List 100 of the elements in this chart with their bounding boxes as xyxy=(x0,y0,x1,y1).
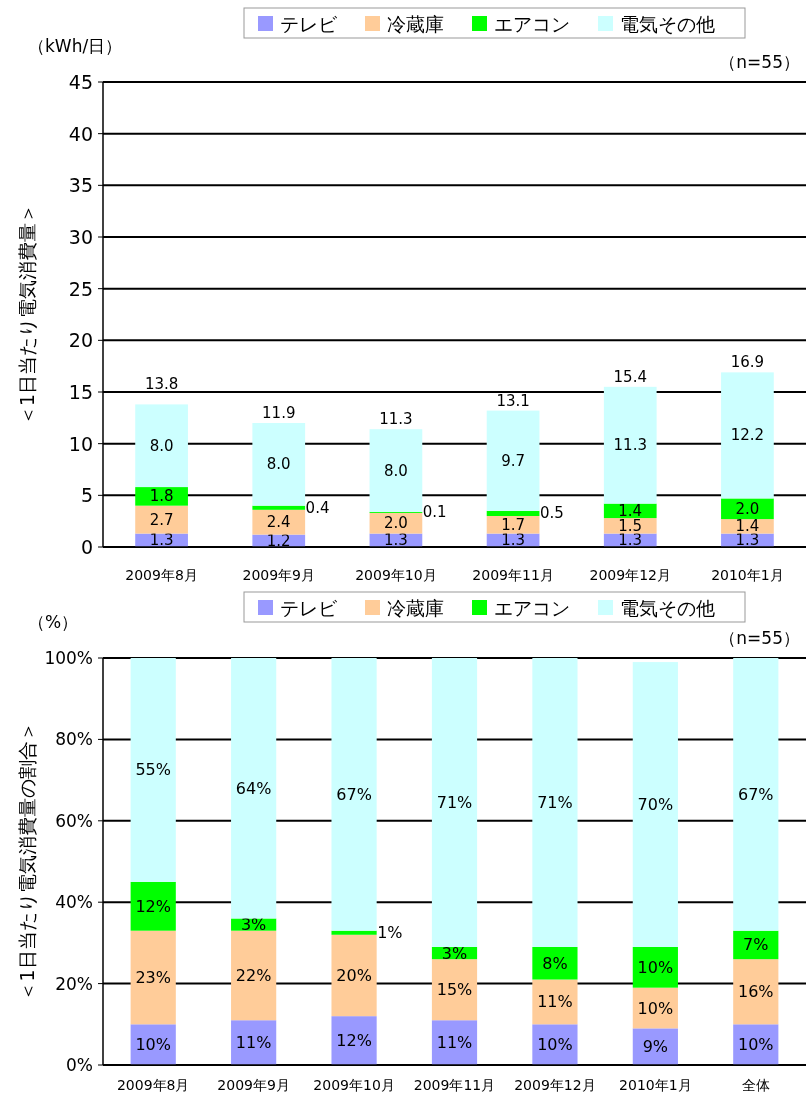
y-tick-label: 40% xyxy=(55,892,93,913)
legend-label: テレビ xyxy=(280,13,338,35)
text: （kWh/日） xyxy=(28,36,123,56)
y-tick-label: 60% xyxy=(55,810,93,831)
x-tick-label: 2009年12月 xyxy=(589,567,671,583)
y-tick-label: 20% xyxy=(55,973,93,994)
bar xyxy=(231,930,277,1021)
bar xyxy=(603,386,657,504)
data-label: 7% xyxy=(743,935,769,955)
legend-label: エアコン xyxy=(494,597,570,619)
data-label: 71% xyxy=(436,792,473,812)
bar xyxy=(721,372,774,499)
bar xyxy=(252,509,306,535)
data-label: 10% xyxy=(637,957,674,977)
data-label: 55% xyxy=(135,760,171,780)
bar xyxy=(331,658,377,931)
total-label: 13.8 xyxy=(144,375,179,393)
data-label: 1.3 xyxy=(501,531,526,550)
data-label: 0.1 xyxy=(422,503,447,522)
data-label: 15% xyxy=(436,980,473,1000)
bar xyxy=(532,946,578,980)
data-label: 10% xyxy=(637,998,674,1018)
data-label: 12.2 xyxy=(730,426,765,445)
data-label: 1.3 xyxy=(383,531,408,550)
y-tick-label: 35 xyxy=(68,174,93,197)
bar xyxy=(733,959,779,1025)
y-tick-label: 10 xyxy=(68,432,93,455)
data-label: 3% xyxy=(240,915,267,935)
data-label: 8.0 xyxy=(266,455,291,474)
bar xyxy=(130,658,176,882)
data-label: 16% xyxy=(738,982,774,1002)
legend-label: 冷蔵庫 xyxy=(387,13,444,35)
data-label: 12% xyxy=(135,896,171,916)
data-label: 67% xyxy=(336,784,372,804)
bar xyxy=(135,487,188,506)
bar xyxy=(130,930,176,1025)
data-label: 1.7 xyxy=(501,515,526,534)
bar xyxy=(486,510,540,516)
bar xyxy=(486,410,540,511)
y-axis-title: ＜1日当たり電気消費量＞ xyxy=(16,203,38,426)
data-label: 11% xyxy=(537,992,573,1012)
bar xyxy=(369,429,423,512)
total-label: 16.9 xyxy=(730,353,765,372)
y-tick-label: 100% xyxy=(44,648,93,668)
x-tick-label: 2009年12月 xyxy=(514,1077,596,1093)
data-label: 11% xyxy=(436,1033,473,1053)
data-label: 1.3 xyxy=(149,531,174,550)
x-tick-label: 2010年1月 xyxy=(711,567,784,583)
y-tick-label: 30 xyxy=(68,226,93,248)
data-label: 12% xyxy=(336,1031,372,1051)
y-tick-label: 25 xyxy=(68,277,93,300)
data-label: 71% xyxy=(537,792,573,812)
data-label: 67% xyxy=(738,784,774,804)
x-tick-label: 2009年9月 xyxy=(217,1077,290,1093)
data-label: 1.2 xyxy=(266,531,291,550)
data-label: 10% xyxy=(537,1035,573,1055)
bar xyxy=(135,404,188,488)
data-label: 1% xyxy=(377,923,403,943)
data-label: 8.0 xyxy=(383,461,408,480)
bar xyxy=(486,516,540,534)
x-tick-label: 2009年9月 xyxy=(242,567,316,583)
bar xyxy=(431,959,478,1021)
x-tick-label: 2009年10月 xyxy=(313,1077,395,1093)
bar xyxy=(632,662,678,947)
y-tick-label: 45 xyxy=(68,71,93,93)
bar xyxy=(331,1016,377,1065)
data-label: 22% xyxy=(235,965,272,985)
data-label: 2.4 xyxy=(266,513,291,532)
data-label: 10% xyxy=(135,1035,171,1055)
bar xyxy=(331,934,377,1017)
x-tick-label: 2010年1月 xyxy=(619,1077,692,1093)
bar xyxy=(130,881,176,931)
total-label: 11.3 xyxy=(379,410,413,429)
bar xyxy=(252,505,306,510)
x-tick-label: 2009年8月 xyxy=(116,1077,190,1093)
data-label: 70% xyxy=(637,795,674,815)
total-label: 13.1 xyxy=(496,391,530,410)
data-label: 11% xyxy=(235,1033,272,1053)
total-label: 11.9 xyxy=(262,404,296,422)
bar xyxy=(733,658,779,931)
data-label: 23% xyxy=(135,967,171,987)
y-tick-label: 0% xyxy=(66,1055,93,1075)
text: （n=55） xyxy=(719,52,800,72)
data-label: 8% xyxy=(542,953,568,973)
legend-label: 冷蔵庫 xyxy=(387,597,444,619)
total-label: 15.4 xyxy=(613,367,647,386)
bar xyxy=(231,658,277,919)
bar xyxy=(252,423,306,506)
data-label: 2.0 xyxy=(735,499,760,518)
bar xyxy=(721,519,774,534)
y-tick-label: 15 xyxy=(68,381,93,403)
legend-label: 電気その他 xyxy=(620,13,715,35)
data-label: 11.3 xyxy=(613,436,647,455)
y-tick-label: 80% xyxy=(55,729,93,750)
x-tick-label: 2009年11月 xyxy=(472,567,554,583)
legend-label: テレビ xyxy=(280,597,338,619)
legend-label: 電気その他 xyxy=(620,597,715,619)
data-label: 0.5 xyxy=(539,504,564,523)
y-tick-label: 0 xyxy=(80,536,93,558)
x-tick-label: 2009年10月 xyxy=(355,567,437,583)
